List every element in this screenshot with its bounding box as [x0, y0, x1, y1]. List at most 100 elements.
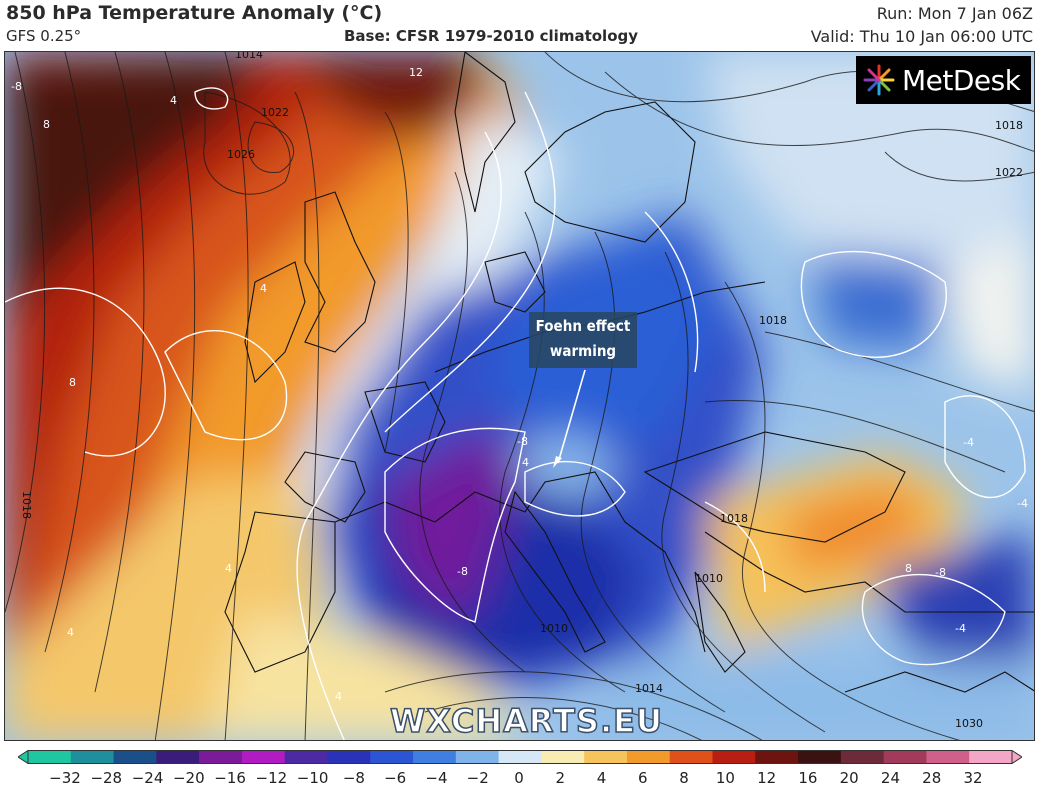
colorbar-segment: [370, 750, 414, 764]
anomaly-label: 4: [225, 562, 232, 575]
colorbar-segment: [669, 750, 714, 764]
anomaly-label: 4: [522, 456, 529, 469]
colorbar-tick-label: 10: [715, 769, 735, 787]
anomaly-label: -4: [1017, 497, 1028, 510]
colorbar-tick-label: 12: [757, 769, 777, 787]
isobar-label: 1022: [995, 166, 1023, 179]
anomaly-label: 4: [335, 690, 342, 703]
colorbar: [18, 750, 1022, 764]
colorbar-tick-label: 8: [679, 769, 689, 787]
isobar-label: 1014: [635, 682, 663, 695]
foehn-annotation-box: Foehn effect warming: [529, 312, 637, 368]
chart-title: 850 hPa Temperature Anomaly (°C): [6, 2, 383, 24]
anomaly-label: 8: [69, 376, 76, 389]
colorbar-segment: [156, 750, 200, 764]
anomaly-label: -8: [11, 80, 22, 93]
wxcharts-watermark: WXCHARTS.EU: [389, 701, 663, 741]
colorbar-segment: [413, 750, 457, 764]
colorbar-tick-label: 28: [922, 769, 942, 787]
colorbar-tick-label: 24: [880, 769, 900, 787]
colorbar-tick-label: 6: [638, 769, 648, 787]
colorbar-segment: [798, 750, 842, 764]
model-label: GFS 0.25°: [6, 27, 82, 45]
colorbar-segments: [18, 750, 1022, 764]
isobar-label: 1022: [261, 106, 289, 119]
colorbar-tick-label: 4: [596, 769, 607, 787]
colorbar-segment: [28, 750, 72, 764]
anomaly-label: 8: [43, 118, 50, 131]
colorbar-tick-label: −8: [342, 769, 365, 787]
anomaly-label: 4: [67, 626, 74, 639]
colorbar-segment: [284, 750, 328, 764]
colorbar-tick-label: −12: [255, 769, 288, 787]
colorbar-tick-label: −10: [296, 769, 329, 787]
annotation-arrow: [557, 369, 586, 464]
valid-time-label: Valid: Thu 10 Jan 06:00 UTC: [810, 27, 1033, 46]
isobar-label: 1014: [235, 52, 263, 61]
annotation-arrowhead: [553, 456, 562, 468]
colorbar-tick-label: −32: [49, 769, 81, 787]
colorbar-segment: [241, 750, 286, 764]
colorbar-segment: [541, 750, 585, 764]
colorbar-segment: [199, 750, 243, 764]
anomaly-field: [5, 52, 1034, 740]
isobar-label: 1018: [20, 491, 33, 519]
coastlines: [224, 52, 1034, 693]
isobar-label: 1018: [759, 314, 787, 327]
anomaly-label: 4: [260, 282, 267, 295]
colorbar-tick-label: 2: [555, 769, 566, 787]
anomaly-map-svg: 1014 1022 1026 1018 1018 1022 1018 1014 …: [5, 52, 1034, 740]
colorbar-ticks: −32 −28 −24 −20 −16 −12 −10 −8 −6 −4 −2 0 2 4 6 8 10 12 16…: [0, 767, 1041, 795]
colorbar-tick-label: −6: [384, 769, 407, 787]
anomaly-label: -4: [963, 436, 974, 449]
anomaly-label: -8: [457, 565, 468, 578]
colorbar-tick-label: 16: [798, 769, 818, 787]
annotation-line-2: warming: [549, 342, 617, 360]
colorbar-tick-label: −24: [131, 769, 164, 787]
colorbar-tick-label: −28: [90, 769, 123, 787]
anomaly-label: -8: [935, 566, 946, 579]
colorbar-tick-label: −4: [425, 769, 448, 787]
anomaly-label: -8: [517, 435, 528, 448]
colorbar-segment: [498, 750, 542, 764]
isobar-label: 1018: [995, 119, 1023, 132]
colorbar-tick-label: 20: [839, 769, 859, 787]
colorbar-segment: [755, 750, 799, 764]
logo-text: MetDesk: [902, 63, 1021, 97]
run-time-label: Run: Mon 7 Jan 06Z: [876, 4, 1033, 23]
isobar-label-group: 1014 1022 1026 1018 1018 1022 1018 1014 …: [20, 52, 1023, 730]
colorbar-max-arrow: [1011, 750, 1022, 764]
annotation-line-1: Foehn effect: [535, 317, 631, 335]
base-climatology-label: Base: CFSR 1979-2010 climatology: [344, 27, 639, 45]
colorbar-tick-label: 32: [963, 769, 983, 787]
isobar-label: 1010: [540, 622, 568, 635]
colorbar-segment: [840, 750, 885, 764]
anomaly-label-group: -8 8 4 8 -8 -8 4 4 4 8 -4 12 4 -4 4 -8 -…: [11, 66, 1028, 703]
colorbar-border: [27, 750, 1013, 764]
metdesk-starburst-icon: [863, 64, 895, 96]
colorbar-tick-label: −20: [172, 769, 205, 787]
colorbar-segment: [70, 750, 115, 764]
colorbar-segment: [113, 750, 157, 764]
colorbar-segment: [584, 750, 628, 764]
isobar-label: 1030: [955, 717, 983, 730]
colorbar-tick-label: −2: [466, 769, 489, 787]
anomaly-label: -4: [955, 622, 966, 635]
colorbar-tick-label: 0: [514, 769, 524, 787]
colorbar-segment: [926, 750, 970, 764]
isobar-label: 1026: [227, 148, 255, 161]
colorbar-segment: [969, 750, 1013, 764]
colorbar-segment: [327, 750, 371, 764]
anomaly-contours: [5, 87, 1026, 740]
anomaly-label: 4: [170, 94, 177, 107]
colorbar-tick-label: −16: [214, 769, 246, 787]
colorbar-segment: [883, 750, 927, 764]
anomaly-map[interactable]: 1014 1022 1026 1018 1018 1022 1018 1014 …: [4, 51, 1035, 741]
anomaly-label: 8: [905, 562, 912, 575]
colorbar-segment: [712, 750, 756, 764]
colorbar-segment: [626, 750, 671, 764]
isobar-label: 1010: [695, 572, 723, 585]
anomaly-label: 12: [409, 66, 423, 79]
colorbar-segment: [455, 750, 500, 764]
isobar-label: 1018: [720, 512, 748, 525]
